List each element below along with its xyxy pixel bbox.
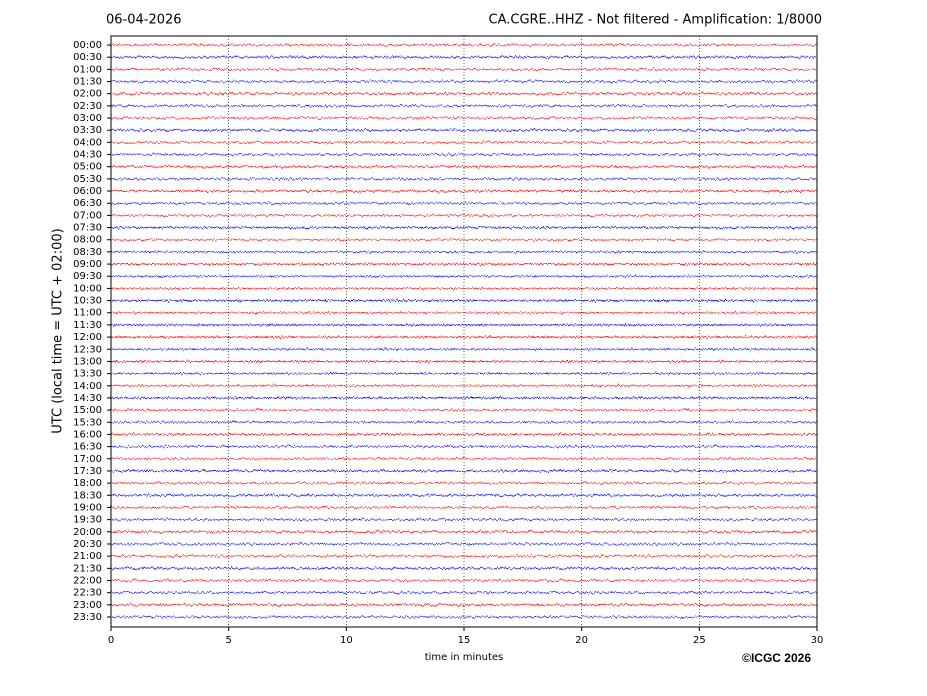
y-tick-label: 16:30 [73, 442, 102, 453]
y-tick-label: 17:00 [73, 454, 102, 465]
y-tick-label: 23:30 [73, 612, 102, 623]
y-tick-label: 00:30 [73, 52, 102, 63]
y-tick-label: 04:00 [73, 137, 102, 148]
y-tick-label: 13:30 [73, 369, 102, 380]
y-tick-label: 07:30 [73, 223, 102, 234]
y-tick-label: 21:00 [73, 551, 102, 562]
date: 06-04-2026 [106, 13, 182, 28]
credit: ©ICGC 2026 [742, 651, 811, 665]
y-tick-label: 10:00 [73, 283, 102, 294]
x-tick-label: 0 [108, 635, 114, 646]
y-tick-label: 21:30 [73, 563, 102, 574]
y-tick-label: 01:30 [73, 77, 102, 88]
y-tick-label: 05:00 [73, 162, 102, 173]
y-tick-label: 22:00 [73, 575, 102, 586]
x-tick-label: 30 [811, 635, 824, 646]
plot-frame [110, 35, 818, 628]
x-tick-label: 15 [458, 635, 471, 646]
y-tick-label: 00:00 [73, 40, 102, 51]
y-tick-label: 08:00 [73, 235, 102, 246]
chart-title: CA.CGRE..HHZ - Not filtered - Amplificat… [489, 13, 823, 28]
x-tick-label: 25 [693, 635, 706, 646]
y-tick-label: 02:00 [73, 89, 102, 100]
y-tick-label: 08:30 [73, 247, 102, 258]
y-tick-label: 04:30 [73, 150, 102, 161]
y-tick-label: 19:00 [73, 502, 102, 513]
y-tick-label: 05:30 [73, 174, 102, 185]
x-tick-label: 10 [340, 635, 353, 646]
y-tick-label: 18:30 [73, 490, 102, 501]
y-tick-label: 17:30 [73, 466, 102, 477]
y-tick-label: 16:00 [73, 429, 102, 440]
y-tick-label: 22:30 [73, 588, 102, 599]
y-tick-label: 01:00 [73, 64, 102, 75]
y-tick-label: 10:30 [73, 296, 102, 307]
y-tick-label: 15:00 [73, 405, 102, 416]
y-tick-label: 14:00 [73, 381, 102, 392]
y-tick-label: 09:30 [73, 271, 102, 282]
y-tick-label: 03:00 [73, 113, 102, 124]
y-tick-label: 23:00 [73, 600, 102, 611]
y-tick-label: 06:30 [73, 198, 102, 209]
y-tick-label: 13:00 [73, 356, 102, 367]
x-tick-label: 20 [575, 635, 588, 646]
y-tick-label: 07:00 [73, 210, 102, 221]
y-tick-label: 03:30 [73, 125, 102, 136]
y-tick-label: 12:30 [73, 344, 102, 355]
y-tick-label: 02:30 [73, 101, 102, 112]
y-tick-label: 18:00 [73, 478, 102, 489]
y-tick-label: 20:30 [73, 539, 102, 550]
y-tick-label: 09:00 [73, 259, 102, 270]
y-tick-label: 11:00 [73, 308, 102, 319]
y-tick-label: 15:30 [73, 417, 102, 428]
y-tick-label: 20:00 [73, 527, 102, 538]
y-tick-label: 11:30 [73, 320, 102, 331]
y-tick-label: 14:30 [73, 393, 102, 404]
y-tick-label: 06:00 [73, 186, 102, 197]
y-tick-label: 19:30 [73, 515, 102, 526]
x-tick-label: 5 [225, 635, 231, 646]
x-axis-label: time in minutes [425, 652, 504, 663]
y-axis-label: UTC (local time = UTC + 02:00) [51, 228, 66, 433]
y-tick-label: 12:00 [73, 332, 102, 343]
